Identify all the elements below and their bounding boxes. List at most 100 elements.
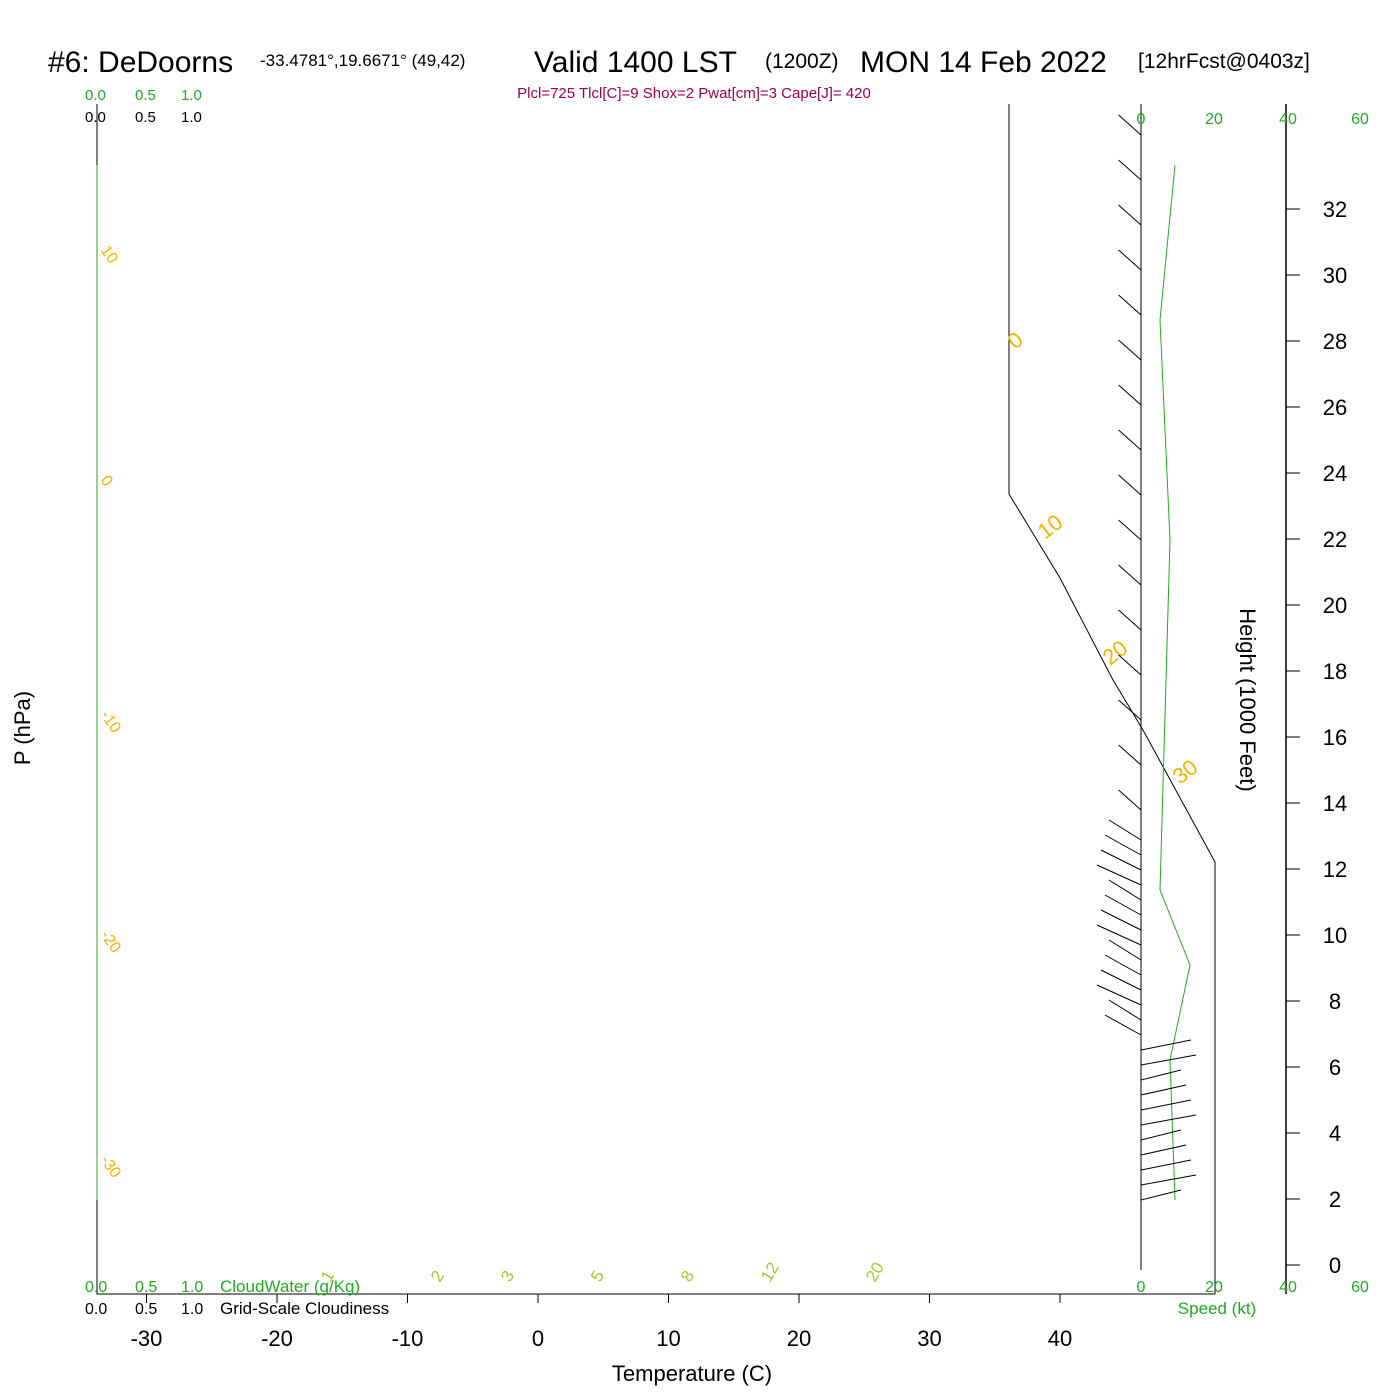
temperature-tick-label: -20 <box>261 1326 293 1351</box>
frame-left-bottom <box>96 104 1215 1295</box>
wind-barb <box>1104 1014 1142 1036</box>
valid-time: Valid 1400 LST <box>534 46 737 79</box>
height-tick-label: 28 <box>1323 329 1347 354</box>
height-tick-label: 16 <box>1323 725 1347 750</box>
wind-barb <box>1104 954 1142 976</box>
wind-barb <box>1140 1144 1187 1156</box>
labels: #6: DeDoorns -33.4781°,19.6671° (49,42) … <box>10 46 1310 1386</box>
station-title: #6: DeDoorns <box>48 46 233 79</box>
dry-adiabat-label: 10 <box>97 243 121 267</box>
speed-tick-bottom: 20 <box>1205 1279 1223 1296</box>
data-series <box>776 0 1400 1208</box>
station-coords: -33.4781°,19.6671° (49,42) <box>260 51 465 70</box>
height-tick-label: 24 <box>1323 461 1347 486</box>
temperature-tick-label: -30 <box>131 1326 163 1351</box>
wind-barb <box>1140 1174 1197 1186</box>
wind-barb <box>1108 879 1142 901</box>
wind-barb <box>1118 204 1142 226</box>
height-tick-label: 6 <box>1329 1055 1341 1080</box>
cloudiness-scale-bottom: 0.0 <box>85 1301 107 1318</box>
wind-barb <box>1140 1159 1192 1171</box>
temperature-tick-label: 30 <box>917 1326 941 1351</box>
wind-barb <box>1096 984 1142 1006</box>
forecast-date: MON 14 Feb 2022 <box>860 46 1107 79</box>
wind-barb <box>1118 474 1142 496</box>
mixing-ratio-label: 3 <box>497 1267 518 1285</box>
height-tick-label: 32 <box>1323 197 1347 222</box>
dry-adiabat-label: -30 <box>97 1153 124 1182</box>
cloudiness-scale-top: 1.0 <box>181 109 202 126</box>
wind-barb <box>1140 1114 1197 1126</box>
height-tick-label: 10 <box>1323 923 1347 948</box>
temperature-tick-label: 10 <box>656 1326 680 1351</box>
cloudwater-scale-bottom: 1.0 <box>181 1279 203 1296</box>
wind-barb <box>1118 159 1142 181</box>
forecast-run: [12hrFcst@0403z] <box>1138 50 1310 73</box>
height-tick-label: 4 <box>1329 1121 1341 1146</box>
height-tick-label: 2 <box>1329 1187 1341 1212</box>
wind-barb <box>1140 1189 1182 1201</box>
cloudiness-scale-top: 0.5 <box>135 109 156 126</box>
cloudiness-scale-bottom: 0.5 <box>135 1301 157 1318</box>
wind-barb <box>1104 834 1142 856</box>
tick-labels: 2503004005007008501000-30-20-10010203040… <box>85 87 1369 1351</box>
wind-barb <box>1118 789 1142 811</box>
wind-barb <box>1140 1129 1182 1141</box>
cloudwater-scale-bottom: 0.0 <box>85 1279 107 1296</box>
wind-barb <box>1108 819 1142 841</box>
cloudwater-label: CloudWater (g/Kg) <box>220 1277 360 1296</box>
mixing-ratio-label: 20 <box>862 1259 888 1285</box>
wind-barb <box>1118 294 1142 316</box>
height-tick-label: 14 <box>1323 791 1347 816</box>
wind-barb <box>1118 429 1142 451</box>
wind-barb <box>1108 999 1142 1021</box>
cloudiness-scale-bottom: 1.0 <box>181 1301 203 1318</box>
wind-barb <box>1118 384 1142 406</box>
speed-tick-top: 0 <box>1137 111 1146 128</box>
wind-barb <box>1140 1039 1192 1051</box>
wind-barb <box>1118 654 1142 676</box>
wind-barb <box>1118 609 1142 631</box>
height-tick-label: 22 <box>1323 527 1347 552</box>
wind-barb <box>1140 1069 1182 1081</box>
wind-barb <box>1100 849 1142 871</box>
height-tick-label: 18 <box>1323 659 1347 684</box>
mixing-ratio-label: 8 <box>677 1267 698 1285</box>
speed-tick-top: 40 <box>1279 111 1297 128</box>
height-tick-label: 8 <box>1329 989 1341 1014</box>
wind-barb <box>1100 969 1142 991</box>
dry-adiabat-label: 0 <box>97 473 116 490</box>
speed-tick-bottom: 0 <box>1137 1279 1146 1296</box>
wind-barb <box>1118 519 1142 541</box>
height-axis-title: Height (1000 Feet) <box>1235 608 1260 791</box>
wind-barb <box>1140 1099 1192 1111</box>
wind-barb <box>1140 1054 1197 1066</box>
dry-adiabat-label: 10 <box>1033 509 1068 544</box>
height-tick-label: 20 <box>1323 593 1347 618</box>
wind-barb <box>1118 744 1142 766</box>
x-axis-title: Temperature (C) <box>612 1361 772 1386</box>
wind-barbs <box>1096 114 1197 1201</box>
speed-tick-bottom: 60 <box>1351 1279 1369 1296</box>
speed-label: Speed (kt) <box>1178 1299 1256 1318</box>
temperature-tick-label: 20 <box>787 1326 811 1351</box>
wind-barb <box>1118 249 1142 271</box>
wind-barb <box>1096 924 1142 946</box>
wind-barb <box>1100 909 1142 931</box>
height-tick-label: 30 <box>1323 263 1347 288</box>
mixing-ratio-label: 2 <box>427 1267 448 1285</box>
speed-tick-top: 60 <box>1351 111 1369 128</box>
mixing-ratio-label: 5 <box>587 1267 608 1285</box>
wind-speed-profile <box>1159 164 1191 1201</box>
dry-adiabat-label: 20 <box>1098 635 1133 670</box>
speed-tick-bottom: 40 <box>1279 1279 1297 1296</box>
wind-barb <box>1140 1084 1187 1096</box>
wind-barb <box>1108 939 1142 961</box>
dry-adiabat-label: 30 <box>1168 754 1203 789</box>
wind-barb <box>1118 339 1142 361</box>
cloudwater-scale-top: 0.5 <box>135 87 156 104</box>
height-tick-label: 26 <box>1323 395 1347 420</box>
cloudiness-label: Grid-Scale Cloudiness <box>220 1299 389 1318</box>
zulu-time: (1200Z) <box>765 50 839 73</box>
